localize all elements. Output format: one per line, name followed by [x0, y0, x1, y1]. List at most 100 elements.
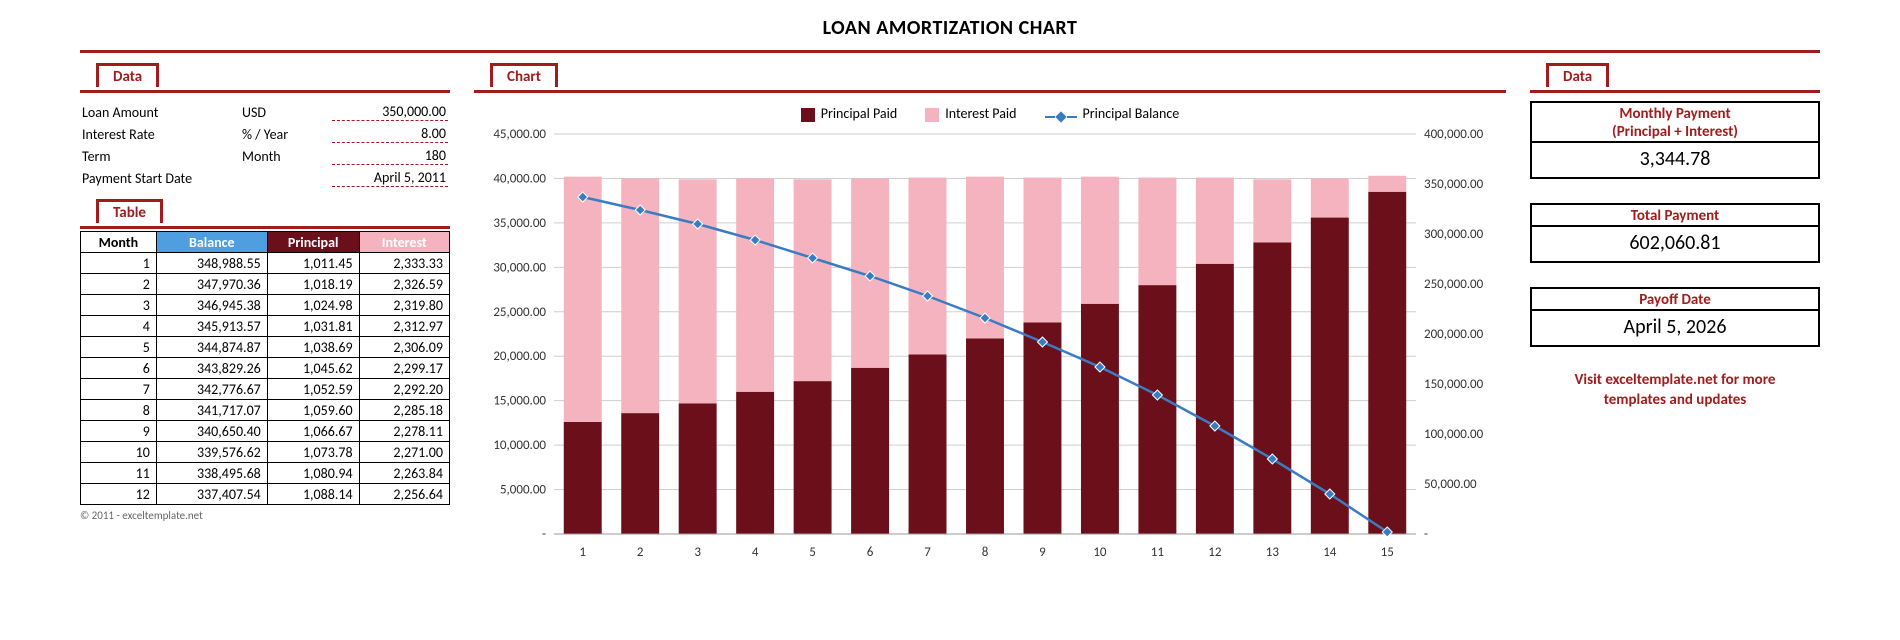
input-label: Payment Start Date: [82, 170, 242, 187]
input-value[interactable]: 350,000.00: [332, 103, 448, 121]
bar-interest: [794, 179, 832, 381]
cell-month: 8: [81, 400, 157, 421]
amortization-chart: -5,000.0010,000.0015,000.0020,000.0025,0…: [474, 124, 1506, 564]
svg-text:10,000.00: 10,000.00: [493, 438, 546, 453]
data-input-row: Payment Start Date April 5, 2011: [82, 167, 448, 189]
bar-interest: [1024, 178, 1062, 323]
cell-interest: 2,299.17: [359, 358, 449, 379]
input-unit: % / Year: [242, 126, 332, 143]
title-rule: [80, 50, 1820, 53]
legend-interest: Interest Paid: [945, 105, 1016, 122]
cell-month: 1: [81, 253, 157, 274]
svg-text:150,000.00: 150,000.00: [1424, 377, 1484, 392]
cell-interest: 2,312.97: [359, 316, 449, 337]
legend-principal: Principal Paid: [821, 105, 897, 122]
table-row: 7342,776.671,052.592,292.20: [81, 379, 450, 400]
svg-text:250,000.00: 250,000.00: [1424, 277, 1484, 292]
svg-text:400,000.00: 400,000.00: [1424, 127, 1484, 142]
visit-link[interactable]: Visit exceltemplate.net for more templat…: [1530, 371, 1820, 410]
bar-principal: [851, 368, 889, 534]
svg-text:6: 6: [867, 545, 874, 560]
svg-text:11: 11: [1151, 545, 1164, 560]
bar-principal: [1196, 264, 1234, 534]
payoff-date-box: Payoff Date April 5, 2026: [1530, 287, 1820, 347]
col-principal: Principal: [267, 232, 359, 253]
monthly-payment-head2: (Principal + Interest): [1536, 123, 1814, 141]
bar-principal: [1024, 322, 1062, 534]
svg-text:25,000.00: 25,000.00: [493, 305, 546, 320]
payoff-date-head: Payoff Date: [1532, 289, 1818, 311]
col-interest: Interest: [359, 232, 449, 253]
legend-balance: Principal Balance: [1083, 105, 1180, 122]
bar-interest: [1253, 179, 1291, 242]
page-title: LOAN AMORTIZATION CHART: [80, 16, 1820, 40]
cell-principal: 1,045.62: [267, 358, 359, 379]
bar-principal: [679, 403, 717, 534]
svg-text:350,000.00: 350,000.00: [1424, 177, 1484, 192]
input-value[interactable]: 8.00: [332, 125, 448, 143]
bar-interest: [909, 178, 947, 355]
total-payment-head: Total Payment: [1532, 205, 1818, 227]
chart-section-header: Chart: [474, 63, 1506, 93]
data-inputs: Loan AmountUSD350,000.00Interest Rate% /…: [80, 95, 450, 199]
cell-interest: 2,292.20: [359, 379, 449, 400]
svg-text:30,000.00: 30,000.00: [493, 260, 546, 275]
svg-text:5,000.00: 5,000.00: [500, 483, 546, 498]
bar-interest: [564, 177, 602, 422]
summary-section-header: Data: [1530, 63, 1820, 93]
cell-interest: 2,326.59: [359, 274, 449, 295]
cell-principal: 1,018.19: [267, 274, 359, 295]
table-row: 8341,717.071,059.602,285.18: [81, 400, 450, 421]
data-section-header: Data: [80, 63, 450, 93]
input-label: Interest Rate: [82, 126, 242, 143]
monthly-payment-value: 3,344.78: [1532, 143, 1818, 177]
svg-text:15: 15: [1381, 545, 1394, 560]
cell-interest: 2,263.84: [359, 463, 449, 484]
cell-balance: 341,717.07: [156, 400, 267, 421]
bar-principal: [1081, 304, 1119, 534]
svg-text:200,000.00: 200,000.00: [1424, 327, 1484, 342]
bar-interest: [1196, 178, 1234, 264]
cell-interest: 2,278.11: [359, 421, 449, 442]
bar-interest: [1368, 176, 1406, 192]
input-value[interactable]: 180: [332, 147, 448, 165]
cell-balance: 348,988.55: [156, 253, 267, 274]
total-payment-value: 602,060.81: [1532, 227, 1818, 261]
cell-principal: 1,066.67: [267, 421, 359, 442]
input-value[interactable]: April 5, 2011: [332, 169, 448, 187]
bar-interest: [1311, 178, 1349, 217]
table-row: 5344,874.871,038.692,306.09: [81, 337, 450, 358]
svg-text:1: 1: [579, 545, 586, 560]
col-month: Month: [81, 232, 157, 253]
table-row: 9340,650.401,066.672,278.11: [81, 421, 450, 442]
cell-interest: 2,319.80: [359, 295, 449, 316]
cell-month: 10: [81, 442, 157, 463]
svg-text:50,000.00: 50,000.00: [1424, 477, 1477, 492]
svg-text:9: 9: [1039, 545, 1046, 560]
cell-balance: 339,576.62: [156, 442, 267, 463]
cell-month: 4: [81, 316, 157, 337]
cell-month: 3: [81, 295, 157, 316]
cell-interest: 2,271.00: [359, 442, 449, 463]
data-input-row: Loan AmountUSD350,000.00: [82, 101, 448, 123]
svg-text:-: -: [1424, 527, 1428, 542]
data-input-row: Interest Rate% / Year8.00: [82, 123, 448, 145]
data-tab: Data: [96, 63, 159, 87]
cell-month: 2: [81, 274, 157, 295]
cell-interest: 2,285.18: [359, 400, 449, 421]
svg-text:100,000.00: 100,000.00: [1424, 427, 1484, 442]
svg-text:10: 10: [1093, 545, 1107, 560]
cell-month: 9: [81, 421, 157, 442]
bar-principal: [1368, 192, 1406, 534]
cell-month: 5: [81, 337, 157, 358]
table-row: 12337,407.541,088.142,256.64: [81, 484, 450, 505]
svg-text:300,000.00: 300,000.00: [1424, 227, 1484, 242]
table-row: 2347,970.361,018.192,326.59: [81, 274, 450, 295]
cell-principal: 1,088.14: [267, 484, 359, 505]
cell-principal: 1,080.94: [267, 463, 359, 484]
bar-interest: [1081, 177, 1119, 304]
cell-balance: 340,650.40: [156, 421, 267, 442]
svg-text:2: 2: [637, 545, 644, 560]
cell-month: 12: [81, 484, 157, 505]
table-tab: Table: [96, 199, 163, 223]
